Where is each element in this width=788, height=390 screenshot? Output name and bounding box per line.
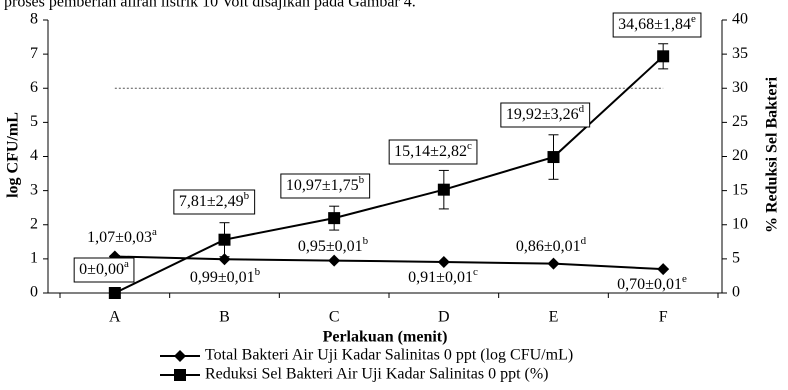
y2-tick-label: 0 <box>732 284 740 301</box>
data-label-value: 34,68±1,84 <box>618 16 691 33</box>
data-label: 15,14±2,82c <box>394 140 472 160</box>
series-line <box>114 55 664 294</box>
data-label-superscript: d <box>579 103 585 115</box>
y-tick-label: 7 <box>30 45 38 62</box>
data-label-value: 0,99±0,01 <box>190 269 255 286</box>
data-label-superscript: a <box>152 226 157 238</box>
marker <box>547 151 560 164</box>
data-label-superscript: b <box>255 266 261 278</box>
x-tick-label: A <box>109 309 121 326</box>
data-label: 34,68±1,84e <box>618 13 696 33</box>
data-label-superscript: b <box>244 190 250 202</box>
header-text: proses pemberian aliran listrik 10 Volt … <box>4 0 416 11</box>
data-label-value: 1,07±0,03 <box>87 229 152 246</box>
y-tick-label: 0 <box>30 284 38 301</box>
data-label: 0,91±0,01c <box>408 266 478 286</box>
legend-marker <box>174 369 186 381</box>
data-label-superscript: e <box>682 273 687 285</box>
marker <box>657 263 670 276</box>
data-label-value: 0,70±0,01 <box>617 276 682 293</box>
x-tick-label: B <box>219 309 230 326</box>
marker <box>657 50 670 63</box>
data-label: 0±0,00a <box>79 258 129 278</box>
marker <box>547 257 560 270</box>
marker <box>218 233 231 246</box>
data-label-value: 19,92±3,26 <box>506 106 579 123</box>
y-tick-label: 3 <box>30 181 38 198</box>
data-label-value: 15,14±2,82 <box>394 143 467 160</box>
legend-marker <box>174 350 186 362</box>
data-label-value: 0,95±0,01 <box>298 238 363 255</box>
data-label-value: 0,91±0,01 <box>408 269 473 286</box>
y-tick-label: 1 <box>30 250 38 267</box>
label-box <box>388 139 478 165</box>
label-box <box>73 257 135 283</box>
y-tick-label: 5 <box>30 113 38 130</box>
y2-tick-label: 15 <box>732 181 748 198</box>
y2-tick-label: 25 <box>732 113 748 130</box>
data-label-superscript: e <box>691 13 696 25</box>
y2-tick-label: 35 <box>732 45 748 62</box>
data-label: 0,70±0,01e <box>617 273 687 293</box>
marker <box>328 212 341 225</box>
data-label-value: 7,81±2,49 <box>179 193 244 210</box>
y-tick-label: 2 <box>30 215 38 232</box>
data-label-superscript: c <box>473 266 478 278</box>
marker <box>108 287 121 299</box>
y-tick-label: 4 <box>30 147 38 164</box>
y-axis-label: log CFU/mL <box>5 112 22 198</box>
x-tick-label: E <box>549 309 559 326</box>
x-tick-label: C <box>329 309 340 326</box>
data-label: 0,86±0,01d <box>516 235 587 255</box>
data-label: 0,95±0,01b <box>298 235 369 255</box>
legend-label: Total Bakteri Air Uji Kadar Salinitas 0 … <box>205 347 573 364</box>
data-label-superscript: a <box>124 258 129 270</box>
data-label-value: 10,97±1,75 <box>286 177 359 194</box>
label-box <box>173 189 256 215</box>
data-label-value: 0,86±0,01 <box>516 238 581 255</box>
data-label: 19,92±3,26d <box>506 103 585 123</box>
marker <box>437 255 450 268</box>
y2-tick-label: 40 <box>732 11 748 28</box>
y2-axis-label: % Reduksi Sel Bakteri <box>764 76 781 233</box>
label-box <box>280 173 371 199</box>
data-label-superscript: d <box>581 235 587 247</box>
marker <box>328 254 341 267</box>
data-label: 0,99±0,01b <box>190 266 261 286</box>
series-line <box>114 255 664 271</box>
data-label: 7,81±2,49b <box>179 190 250 210</box>
x-axis-label: Perlakuan (menit) <box>323 329 448 346</box>
label-box <box>612 12 702 38</box>
y-tick-label: 8 <box>30 11 38 28</box>
data-label: 1,07±0,03a <box>87 226 157 246</box>
y-tick-label: 6 <box>30 79 38 96</box>
data-label-superscript: b <box>363 235 369 247</box>
marker <box>437 183 450 196</box>
data-label-superscript: c <box>467 140 472 152</box>
legend-label: Reduksi Sel Bakteri Air Uji Kadar Salini… <box>205 366 549 383</box>
y2-tick-label: 20 <box>732 147 748 164</box>
y2-tick-label: 10 <box>732 215 748 232</box>
data-label: 10,97±1,75b <box>286 174 365 194</box>
y2-tick-label: 30 <box>732 79 748 96</box>
data-label-value: 0±0,00 <box>79 261 124 278</box>
x-tick-label: F <box>659 309 668 326</box>
x-tick-label: D <box>438 309 450 326</box>
y2-tick-label: 5 <box>732 250 740 267</box>
data-label-superscript: b <box>359 174 365 186</box>
label-box <box>500 102 591 128</box>
